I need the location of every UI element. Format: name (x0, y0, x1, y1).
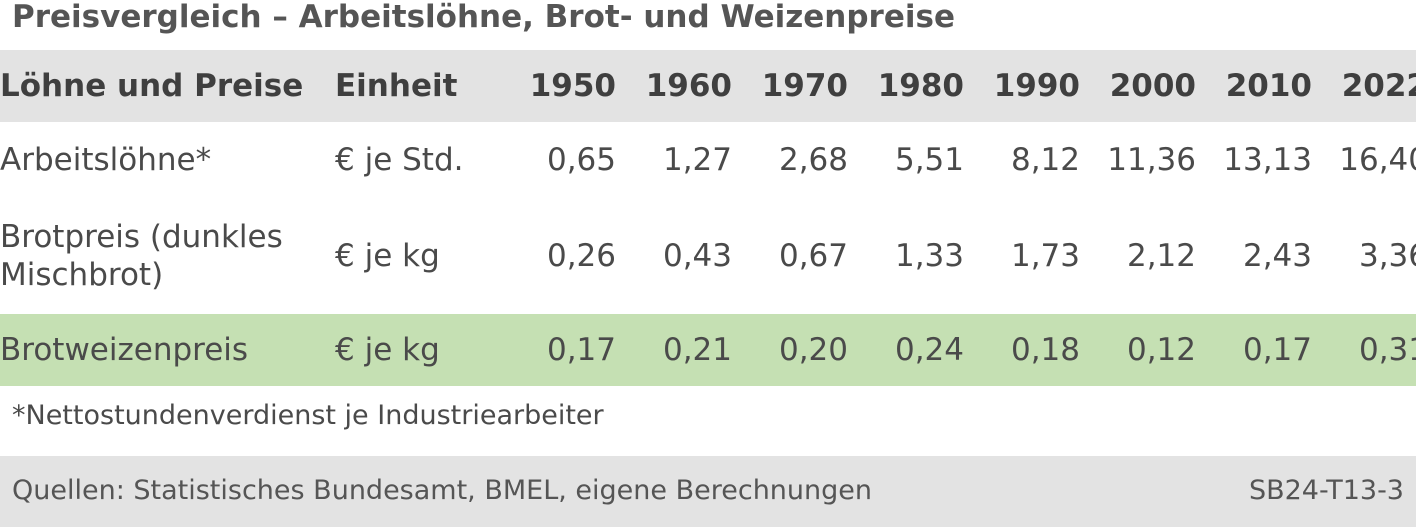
table-cell-value: 2,12 (1126, 238, 1196, 274)
row-label: Arbeitslöhne* (0, 142, 212, 178)
table-cell-value: 0,17 (1242, 332, 1312, 368)
row-label: Brotweizenpreis (0, 332, 249, 368)
page-title: Preisvergleich – Arbeitslöhne, Brot- und… (12, 0, 955, 35)
table-cell-value: 0,21 (662, 332, 732, 368)
price-comparison-table: Löhne und Preise Einheit 1950 1960 1970 … (0, 50, 1416, 386)
table-cell-value: 0,17 (546, 332, 616, 368)
table-cell-value: 1,73 (1010, 238, 1080, 274)
table-cell-value: 0,12 (1126, 332, 1196, 368)
table-cell-value: 1,33 (894, 238, 964, 274)
table-cell-value: 16,40 (1339, 142, 1416, 178)
column-header-label: Löhne und Preise (0, 68, 304, 104)
table-cell-value: 3,36 (1358, 238, 1416, 274)
column-header-year: 2000 (1109, 68, 1196, 104)
table-cell-value: 0,67 (778, 238, 848, 274)
row-unit: € je kg (335, 238, 440, 274)
table-cell-value: 5,51 (894, 142, 964, 178)
row-label: Brotpreis (dunkles Mischbrot) (0, 219, 283, 293)
table-row-brotweizenpreis: Brotweizenpreis € je kg 0,17 0,21 0,20 0… (0, 314, 1416, 386)
column-header-year: 1970 (761, 68, 848, 104)
table-cell-value: 2,43 (1242, 238, 1312, 274)
column-header-year: 1990 (993, 68, 1080, 104)
footnote: *Nettostundenverdienst je Industriearbei… (12, 400, 604, 431)
table-cell-value: 0,26 (546, 238, 616, 274)
column-header-year: 2010 (1225, 68, 1312, 104)
table-row-arbeitsloehne: Arbeitslöhne* € je Std. 0,65 1,27 2,68 5… (0, 122, 1416, 198)
table-cell-value: 0,43 (662, 238, 732, 274)
row-unit: € je Std. (335, 142, 464, 178)
column-header-unit: Einheit (335, 68, 458, 104)
table-cell-value: 8,12 (1010, 142, 1080, 178)
column-header-year: 1960 (645, 68, 732, 104)
table-cell-value: 0,65 (546, 142, 616, 178)
column-header-year: 1950 (529, 68, 616, 104)
source-text: Quellen: Statistisches Bundesamt, BMEL, … (12, 475, 873, 506)
table-row-brotpreis: Brotpreis (dunkles Mischbrot) € je kg 0,… (0, 198, 1416, 314)
column-header-year: 2022 (1341, 68, 1416, 104)
table-cell-value: 11,36 (1107, 142, 1196, 178)
table-cell-value: 13,13 (1223, 142, 1312, 178)
column-header-year: 1980 (877, 68, 964, 104)
table-cell-value: 0,20 (778, 332, 848, 368)
table-cell-value: 1,27 (662, 142, 732, 178)
table-header-row: Löhne und Preise Einheit 1950 1960 1970 … (0, 50, 1416, 122)
table-cell-value: 0,24 (894, 332, 964, 368)
table-cell-value: 0,18 (1010, 332, 1080, 368)
table-cell-value: 2,68 (778, 142, 848, 178)
table-code: SB24-T13-3 (1248, 475, 1404, 506)
source-footer: Quellen: Statistisches Bundesamt, BMEL, … (0, 456, 1416, 527)
table-cell-value: 0,31 (1358, 332, 1416, 368)
row-unit: € je kg (335, 332, 440, 368)
